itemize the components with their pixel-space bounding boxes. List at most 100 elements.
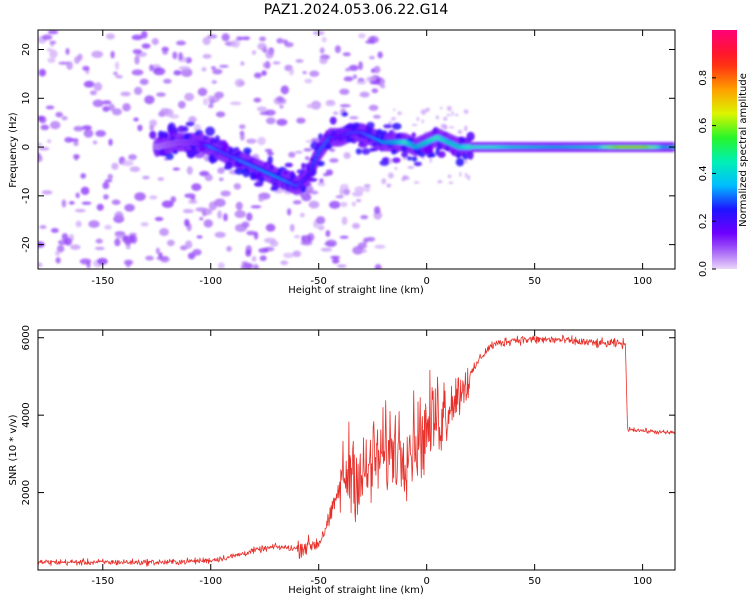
heatmap-cell <box>325 101 336 107</box>
heatmap-cell <box>184 92 195 102</box>
heatmap-cell <box>38 262 43 268</box>
heatmap-cell <box>448 126 455 129</box>
heatmap-cell <box>50 227 59 233</box>
heatmap-cell <box>354 186 366 194</box>
heatmap-cell <box>321 36 327 43</box>
heatmap-cell <box>245 249 252 257</box>
heatmap-cell <box>251 50 257 55</box>
heatmap-cell <box>234 167 245 175</box>
heatmap-cell <box>294 150 303 154</box>
heatmap-cell <box>92 99 104 108</box>
heatmap-cell <box>45 105 55 110</box>
heatmap-cell <box>413 181 420 184</box>
heatmap-cell <box>177 100 186 109</box>
heatmap-cell <box>301 162 306 170</box>
heatmap-cell <box>308 169 313 172</box>
heatmap-cell <box>279 104 284 109</box>
heatmap-cell <box>95 238 103 244</box>
heatmap-cell <box>340 201 348 208</box>
heatmap-cell <box>253 72 262 79</box>
heatmap-cell <box>133 117 139 122</box>
colorbar-gradient <box>712 30 737 269</box>
heatmap-cell <box>325 230 331 238</box>
figure-title: PAZ1.2024.053.06.22.G14 <box>264 2 449 18</box>
heatmap-cell <box>202 36 211 46</box>
heatmap-cell <box>105 33 115 40</box>
heatmap-cell <box>159 228 169 237</box>
heatmap-cell <box>49 40 57 45</box>
heatmap-cell <box>288 151 296 158</box>
heatmap-cell <box>242 36 251 41</box>
heatmap-cell <box>186 166 193 175</box>
heatmap-cell <box>339 235 349 239</box>
heatmap-cell <box>269 164 275 170</box>
heatmap-cell <box>406 156 413 161</box>
heatmap-cell <box>331 258 340 264</box>
heatmap-cell <box>335 195 344 199</box>
heatmap-cell <box>111 199 121 205</box>
heatmap-cell <box>82 65 90 71</box>
heatmap-cell <box>226 246 232 252</box>
x-tick-label: 50 <box>528 576 541 587</box>
heatmap-cell <box>234 210 246 218</box>
heatmap-cell <box>325 239 337 248</box>
heatmap-cell <box>264 148 273 153</box>
x-tick-label: 100 <box>633 576 652 587</box>
heatmap-cell <box>96 203 104 211</box>
heatmap-cell <box>416 116 420 122</box>
heatmap-cell <box>464 125 468 132</box>
heatmap-cell <box>233 183 242 190</box>
heatmap-cell <box>219 64 229 68</box>
heatmap-cell <box>58 61 69 65</box>
heatmap-cell <box>75 220 82 228</box>
heatmap-cell <box>294 234 301 239</box>
heatmap-cell <box>435 115 440 120</box>
colorbar-tick-label: 0.8 <box>698 70 709 86</box>
heatmap-cell <box>102 181 110 190</box>
heatmap-cell <box>280 260 289 266</box>
heatmap-cell <box>319 178 324 184</box>
snr-background <box>38 330 675 570</box>
heatmap-cell <box>140 222 149 227</box>
heatmap-cell <box>69 244 81 250</box>
heatmap-cell <box>319 47 325 54</box>
heatmap-cell <box>304 78 313 84</box>
snr-panel: -150 -100 -50 0 50 100 2000 4000 6000 Height of… <box>8 325 676 596</box>
y-tick-label: 20 <box>21 43 32 56</box>
heatmap-cell <box>149 64 154 72</box>
heatmap-cell <box>191 183 202 191</box>
heatmap-cell <box>397 111 402 116</box>
heatmap-cell <box>343 152 351 159</box>
heatmap-cell <box>163 78 172 84</box>
heatmap-cell <box>265 223 276 232</box>
heatmap-cell <box>75 192 80 199</box>
heatmap-cell <box>459 171 462 177</box>
x-tick-label: 50 <box>528 276 541 287</box>
heatmap-cell <box>187 199 198 204</box>
heatmap-cell <box>196 235 203 239</box>
heatmap-cell <box>315 216 326 225</box>
heatmap-cell <box>372 114 381 119</box>
heatmap-cell <box>388 158 393 165</box>
colorbar-tick-label: 0.6 <box>698 118 709 134</box>
heatmap-cell <box>207 34 218 39</box>
heatmap-cell <box>142 175 150 180</box>
heatmap-cell <box>259 255 267 262</box>
heatmap-cell <box>265 117 276 125</box>
heatmap-cell <box>120 91 131 97</box>
y-tick-label: 4000 <box>21 402 32 427</box>
heatmap-cell <box>451 110 454 116</box>
heatmap-cell <box>235 201 243 211</box>
heatmap-cell <box>161 200 174 208</box>
heatmap-cell <box>128 154 137 161</box>
heatmap-cell <box>39 225 47 229</box>
heatmap-cell <box>373 65 381 74</box>
heatmap-cell <box>372 147 379 152</box>
heatmap-cell <box>387 172 394 179</box>
heatmap-cell <box>151 37 159 45</box>
heatmap-cell <box>288 67 294 76</box>
heatmap-cell <box>178 52 183 61</box>
heatmap-cell <box>317 160 325 167</box>
heatmap-cell <box>300 240 313 246</box>
